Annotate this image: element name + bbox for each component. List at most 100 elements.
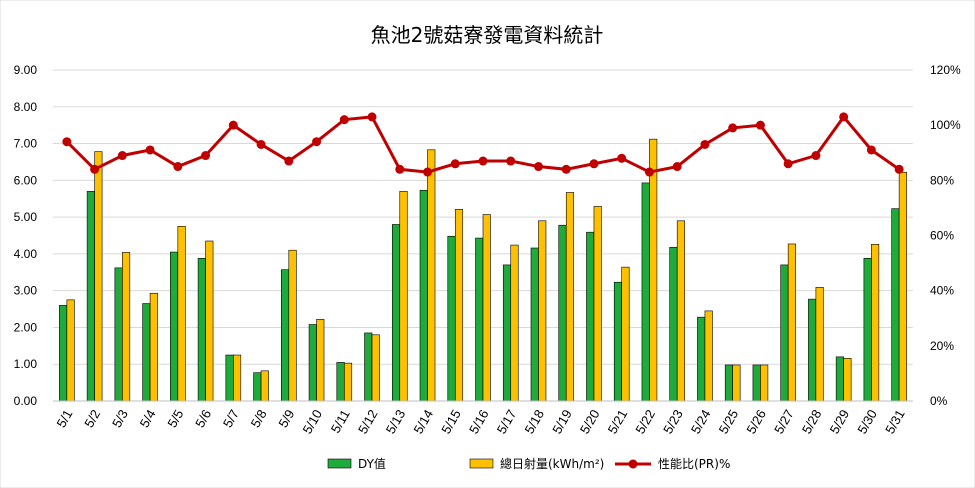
y-right-tick-label: 120% [930,63,961,77]
legend-swatch-dy [327,458,352,469]
irradiance-bar [399,191,408,402]
dy-bar [530,247,539,402]
irradiance-bar [233,354,242,402]
irradiance-bar [482,214,491,402]
y-left-tick-label: 3.00 [14,284,38,298]
y-left-tick-label: 8.00 [14,100,38,114]
y-left-tick-label: 1.00 [14,357,38,371]
pr-line-series [62,112,904,177]
irradiance-bar [177,226,186,402]
irradiance-bar [122,252,131,402]
pr-point [506,156,516,166]
y-right-tick-label: 20% [930,339,954,353]
pr-point [589,159,599,169]
dy-bar [364,332,373,402]
dy-bar [336,362,345,402]
dy-bar [502,264,512,402]
pr-point [90,164,100,174]
irradiance-bar [538,220,547,402]
irradiance-bar [676,220,685,402]
pr-point [62,137,72,147]
legend-swatch-pr-marker [628,459,638,469]
irradiance-bar [260,370,269,402]
legend-swatch-irradiance [469,458,494,469]
legend-label-dy: DY值 [358,456,386,471]
dy-bar [641,182,650,402]
y-left-tick-label: 5.00 [14,210,38,224]
pr-point [395,164,405,174]
y-left-tick-label: 6.00 [14,173,38,187]
pr-point [644,167,654,177]
irradiance-bar [66,299,75,402]
irradiance-bar [343,362,353,402]
irradiance-bar [427,149,436,402]
pr-point [173,162,183,172]
legend: DY值 總日射量(kWh/m²) 性能比(PR)% [327,456,730,471]
dy-bar [447,235,456,402]
irradiance-bar [898,171,907,402]
dy-bar [170,251,179,402]
dy-bar [86,191,95,402]
dy-bar [697,316,706,402]
irradiance-bar [205,240,214,402]
y-right-tick-label: 100% [930,118,961,132]
y-left-tick-label: 9.00 [14,63,38,77]
pr-point [839,112,849,122]
dy-bar [891,208,900,402]
irradiance-bar [871,244,880,402]
pr-point [672,162,682,172]
dy-bar [475,237,484,402]
pr-point [145,145,155,155]
dy-bar [669,246,678,402]
dy-bar [780,264,789,402]
pr-point [617,153,627,163]
pr-point [478,156,488,166]
irradiance-bar [593,206,602,402]
pr-point [728,123,738,133]
pr-point [339,115,349,125]
y-right-tick-label: 40% [930,284,954,298]
irradiance-bar [510,244,519,402]
dy-bar [419,189,428,402]
pr-point [561,164,571,174]
irradiance-bar [732,364,741,402]
irradiance-bar [815,287,824,402]
dy-bar [863,258,872,402]
dy-bar [142,303,151,402]
pr-point [117,151,127,161]
legend-label-pr: 性能比(PR)% [658,457,730,471]
dy-bar [197,258,206,402]
dy-bar [724,364,733,402]
dy-bar [586,231,595,402]
dy-bar [613,281,623,402]
y-right-tick-label: 60% [930,229,954,243]
dy-bar [752,364,761,402]
irradiance-bar [787,243,796,402]
pr-point [367,112,377,122]
pr-point [284,156,294,166]
irradiance-bar [94,151,103,402]
pr-point [755,120,765,130]
y-right-tick-label: 0% [930,394,948,408]
irradiance-bar [704,310,713,402]
dy-bar [225,354,234,402]
pr-point [201,151,211,161]
dy-bar [391,224,401,402]
irradiance-bar [288,249,297,402]
irradiance-bar [760,364,769,402]
irradiance-bar [454,209,464,402]
dy-bar [253,372,262,402]
dy-bar [114,267,123,402]
dy-bar [308,324,317,402]
irradiance-bar [843,358,852,402]
pr-point [450,159,460,169]
y-left-tick-label: 4.00 [14,247,38,261]
dy-bar [808,298,817,402]
dy-bar [281,269,290,402]
y-left-tick-label: 0.00 [14,394,38,408]
chart-title: 魚池2號菇寮發電資料統計 [371,23,604,47]
y-left-tick-label: 2.00 [14,320,38,334]
pr-point [228,120,238,130]
